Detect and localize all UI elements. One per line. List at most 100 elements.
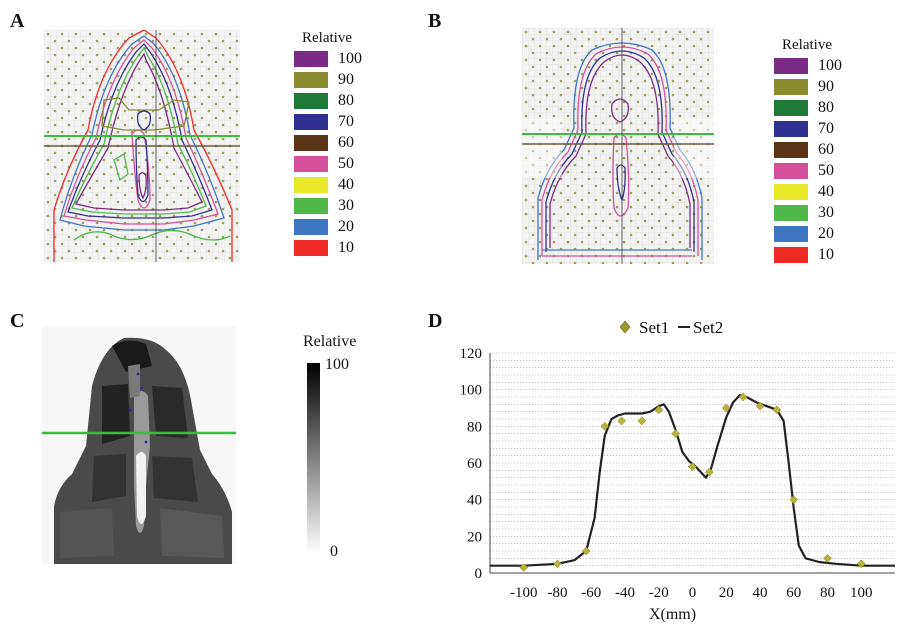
legend-a-row-90: 90 (294, 71, 354, 89)
legend-swatch (774, 226, 808, 242)
y-tick-label: 20 (467, 529, 482, 545)
series-set2-point (654, 405, 664, 415)
legend-a-value: 60 (338, 134, 354, 151)
legend-swatch (294, 72, 328, 88)
legend-b-value: 60 (818, 141, 834, 158)
legend-b-value: 10 (818, 246, 834, 263)
series-set2-point (721, 403, 731, 413)
series-set2-point (772, 405, 782, 415)
legend-b-title: Relative (782, 37, 832, 53)
series-set2-point (705, 467, 714, 477)
legend-swatch (774, 163, 808, 179)
legend-swatch (294, 219, 328, 235)
legend-b-row-100: 100 (774, 57, 842, 75)
x-tick-label: 80 (820, 585, 835, 601)
series-set2-point (519, 563, 529, 572)
legend-a-value: 10 (338, 239, 354, 256)
legend-b-row-30: 30 (774, 204, 834, 222)
dose-map-a-image (44, 29, 240, 262)
legend-diamond-icon (619, 320, 631, 334)
legend-a-value: 80 (338, 92, 354, 109)
gradient-legend-bar (307, 363, 320, 553)
y-tick-label: 100 (460, 383, 483, 399)
legend-swatch (774, 247, 808, 263)
legend-swatch (774, 184, 808, 200)
x-tick-label: 60 (786, 585, 801, 601)
legend-b-value: 50 (818, 162, 834, 179)
legend-swatch (774, 58, 808, 74)
panel-a-dose-map (44, 29, 240, 262)
panel-d-label: D (428, 310, 443, 332)
gradient-legend-title: Relative (303, 333, 357, 350)
panel-a-label: A (10, 10, 25, 32)
line-chart: 0 20 40 60 80 100 120 -100 -80 -60 -40 -20 0 20 40 60 80… (440, 310, 900, 626)
legend-b-value: 100 (818, 57, 842, 74)
legend-label-set2: Set2 (693, 318, 723, 337)
series-set2-point (637, 416, 647, 426)
legend-a-row-30: 30 (294, 197, 354, 215)
legend-swatch (774, 100, 808, 116)
legend-b-row-50: 50 (774, 162, 834, 180)
series-set2-point (600, 421, 610, 431)
y-tick-label: 0 (475, 566, 483, 582)
x-tick-label: -40 (615, 585, 635, 601)
legend-b-row-10: 10 (774, 246, 834, 264)
legend-b-value: 70 (818, 120, 834, 137)
legend-b: Relative 100 90 80 70 60 50 40 30 20 10 (774, 37, 884, 267)
y-tick-label: 80 (467, 419, 482, 435)
panel-b-label: B (428, 10, 442, 32)
legend-swatch (774, 79, 808, 95)
series-set2-point (738, 392, 748, 402)
legend-swatch (294, 198, 328, 214)
legend-swatch (294, 51, 328, 67)
legend-swatch (774, 205, 808, 221)
legend-a-row-100: 100 (294, 50, 362, 68)
legend-b-value: 80 (818, 99, 834, 116)
legend-b-row-80: 80 (774, 99, 834, 117)
legend-swatch (294, 114, 328, 130)
series-set1-line (490, 394, 895, 567)
legend-swatch (294, 93, 328, 109)
gradient-legend-max: 100 (325, 356, 349, 373)
legend-a-row-80: 80 (294, 92, 354, 110)
legend-a-row-20: 20 (294, 218, 354, 236)
line-chart-svg: 0 20 40 60 80 100 120 -100 -80 -60 -40 -20 0 20 40 60 80… (460, 318, 895, 623)
panel-b-dose-map (522, 28, 714, 264)
legend-a-row-70: 70 (294, 113, 354, 131)
legend-a: Relative 100 90 80 70 60 50 40 30 20 10 (294, 30, 404, 260)
legend-a-row-60: 60 (294, 134, 354, 152)
legend-b-row-40: 40 (774, 183, 834, 201)
x-tick-label: -20 (649, 585, 669, 601)
legend-swatch (294, 177, 328, 193)
series-set2-point (553, 559, 562, 569)
legend-a-value: 100 (338, 50, 362, 67)
x-tick-label: 100 (850, 585, 873, 601)
legend-b-value: 40 (818, 183, 834, 200)
series-set2-point (823, 553, 832, 563)
legend-swatch (294, 135, 328, 151)
series-set2-point (688, 462, 697, 472)
legend-a-row-10: 10 (294, 239, 354, 257)
x-tick-label: 40 (753, 585, 768, 601)
legend-a-value: 50 (338, 155, 354, 172)
series-set2-point (617, 416, 626, 426)
legend-b-row-70: 70 (774, 120, 834, 138)
legend-b-value: 90 (818, 78, 834, 95)
legend-b-row-20: 20 (774, 225, 834, 243)
y-tick-label: 120 (460, 346, 483, 362)
series-set2-point (755, 401, 765, 411)
legend-swatch (294, 240, 328, 256)
series-set2-point (789, 495, 799, 505)
dose-map-b-image (522, 28, 714, 264)
x-tick-label: -100 (510, 585, 538, 601)
legend-b-value: 30 (818, 204, 834, 221)
legend-swatch (774, 142, 808, 158)
legend-label-set1: Set1 (639, 318, 669, 337)
gradient-legend-min: 0 (330, 543, 338, 560)
legend-a-value: 40 (338, 176, 354, 193)
legend-b-row-90: 90 (774, 78, 834, 96)
panel-c-image (42, 326, 236, 564)
x-tick-label: -60 (581, 585, 601, 601)
panel-c-label: C (10, 310, 25, 332)
legend-a-row-40: 40 (294, 176, 354, 194)
